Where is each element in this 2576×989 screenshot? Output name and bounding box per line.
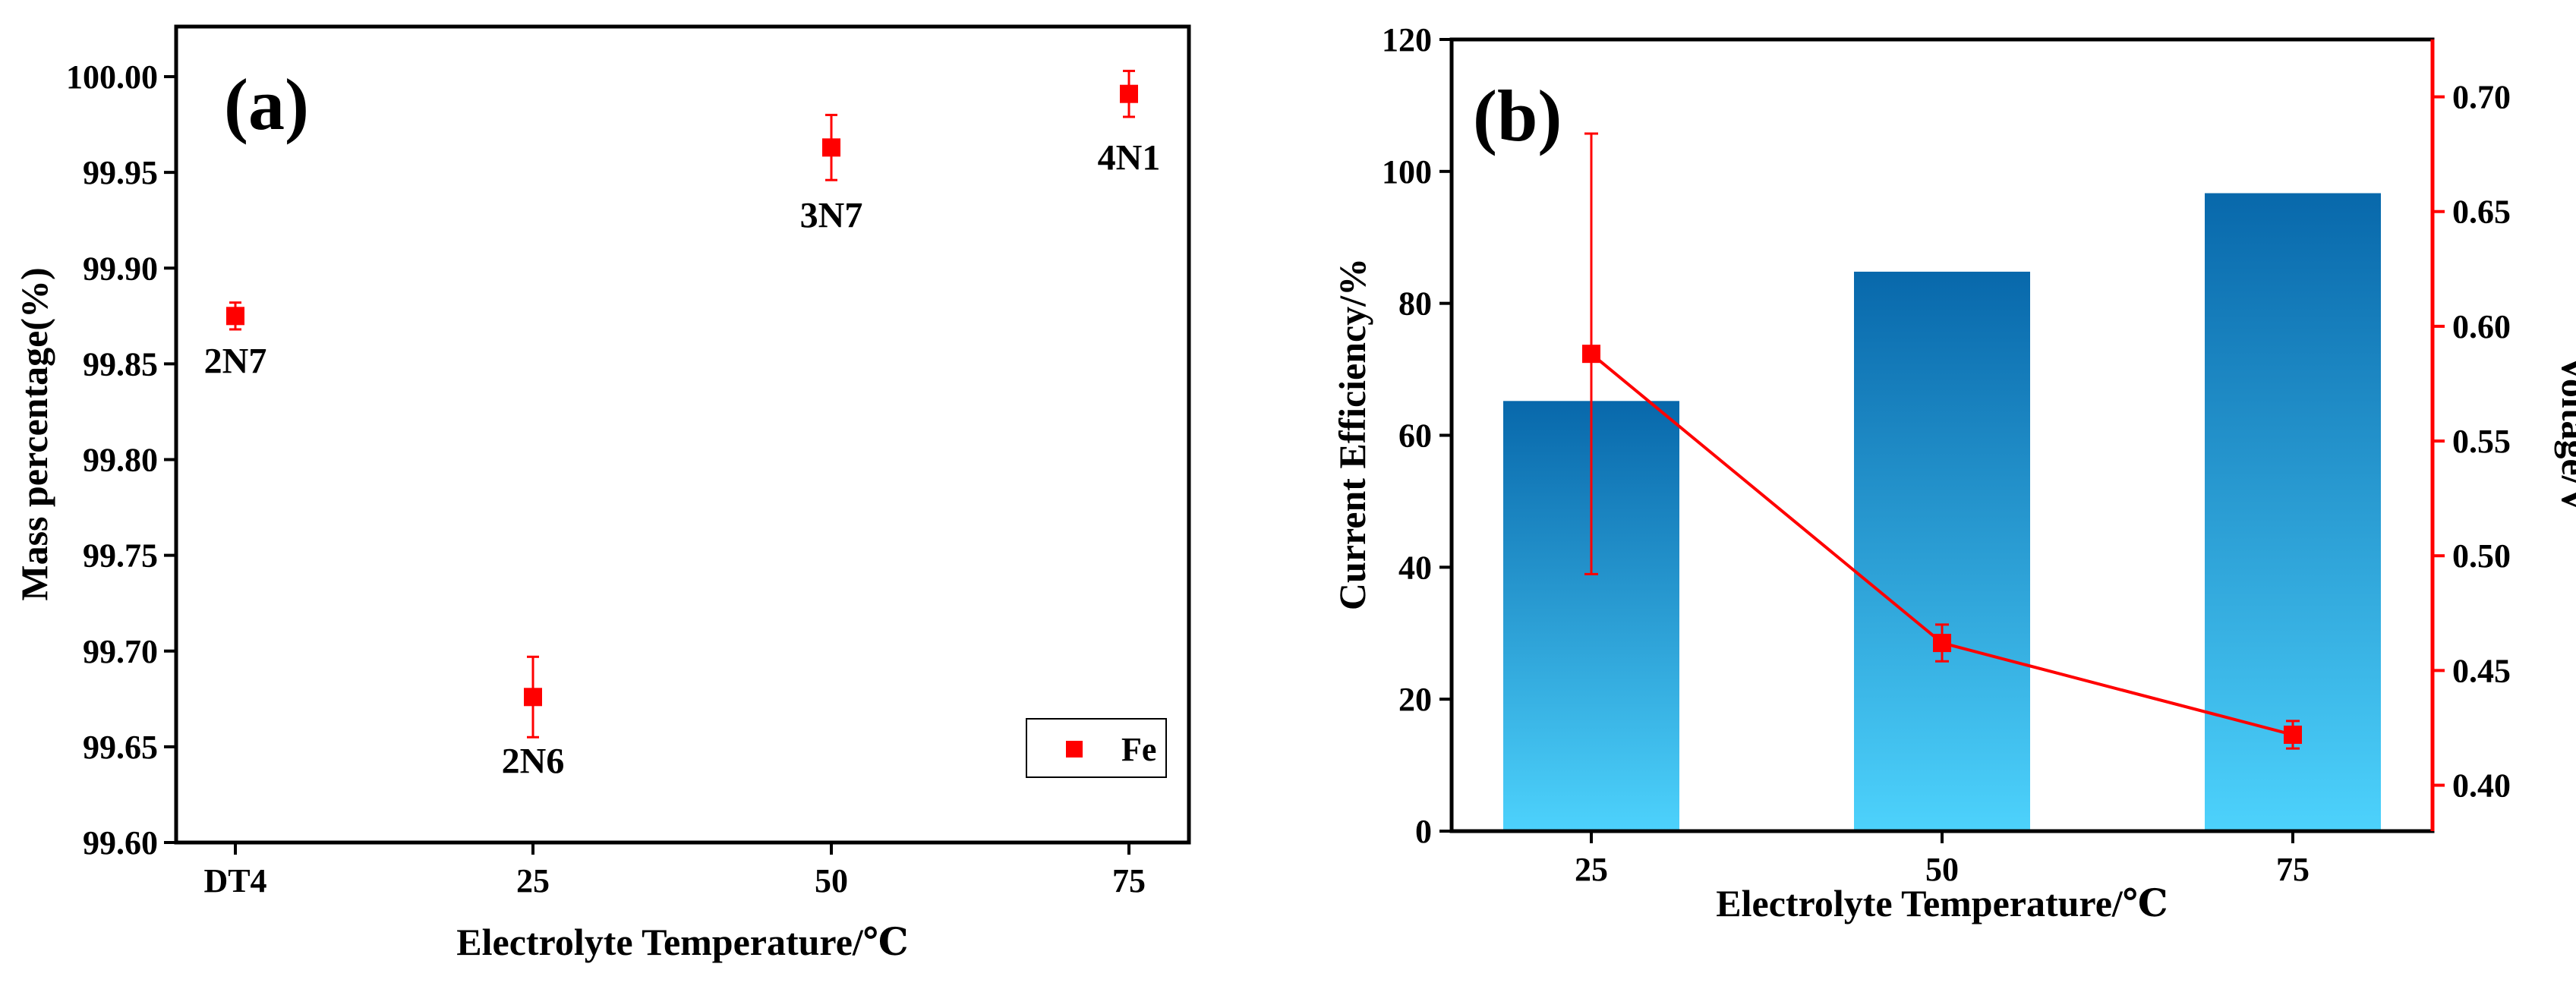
chart-a-y-tick-label: 99.60 xyxy=(83,824,158,861)
chart-a-point-label: 3N7 xyxy=(800,195,863,235)
chart-a-legend-box xyxy=(1026,718,1167,778)
chart-a-y-tick-label: 99.65 xyxy=(83,729,158,766)
chart-a-legend-marker xyxy=(1066,741,1083,757)
chart-b-bars xyxy=(1503,193,2381,831)
chart-a-x-axis-title: Electrolyte Temperature/℃ xyxy=(456,921,908,963)
chart-a-legend-label: Fe xyxy=(1121,731,1156,768)
chart-a-x-tick-label: 25 xyxy=(516,862,550,899)
chart-b-y-tick-label: 20 xyxy=(1398,681,1432,718)
chart-b-voltage-line xyxy=(1582,132,2302,750)
chart-b-x-tick-label: 25 xyxy=(1575,851,1608,888)
chart-b-ticks: 0 20 40 60 80 100 120 0.40 0.45 0.50 0.55 0.60 0.65 0… xyxy=(1382,21,2511,888)
chart-a-y-tick-label: 99.95 xyxy=(83,154,158,191)
chart-b-y2-axis-title: Voltage/V xyxy=(2554,354,2576,513)
chart-b-y-tick-label: 100 xyxy=(1382,153,1432,191)
chart-a-marks: 2N7 2N6 3N7 4N1 xyxy=(204,69,1161,781)
chart-b-y2-tick-label: 0.65 xyxy=(2452,194,2511,231)
chart-b-y-tick-label: 40 xyxy=(1398,549,1432,586)
chart-b-panel-label: (b) xyxy=(1473,75,1562,156)
chart-a-x-tick-label: DT4 xyxy=(203,862,266,899)
chart-a-data-point xyxy=(226,307,244,326)
chart-b-y2-tick-label: 0.50 xyxy=(2452,537,2511,575)
chart-a: 99.60 99.65 99.70 99.75 99.80 99.85 99.90 99.95… xyxy=(13,24,1191,963)
chart-a-y-tick-label: 99.90 xyxy=(83,250,158,287)
chart-a-y-tick-label: 99.75 xyxy=(83,537,158,575)
chart-a-x-tick-label: 50 xyxy=(815,862,848,899)
chart-b-y2-tick-label: 0.40 xyxy=(2452,767,2511,805)
chart-a-point-label: 2N6 xyxy=(502,741,565,781)
chart-b-y2-tick-label: 0.60 xyxy=(2452,308,2511,345)
chart-a-data-point xyxy=(1120,84,1138,103)
chart-b-y-axis-title: Current Efficiency/% xyxy=(1331,258,1373,610)
chart-b-y-tick-label: 80 xyxy=(1398,285,1432,323)
chart-a-x-tick-label: 75 xyxy=(1112,862,1146,899)
chart-a-y-axis-title: Mass percentage(%) xyxy=(13,267,55,600)
chart-b-bar xyxy=(1854,271,2030,831)
chart-a-y-tick-label: 99.70 xyxy=(83,633,158,670)
chart-a-y-tick-label: 100.00 xyxy=(66,58,158,96)
chart-b-x-axis-title: Electrolyte Temperature/℃ xyxy=(1716,882,2168,924)
chart-a-point-label: 2N7 xyxy=(204,341,267,381)
chart-b-x-tick-label: 75 xyxy=(2276,851,2310,888)
chart-b-y-tick-label: 0 xyxy=(1415,813,1432,850)
chart-b-y2-tick-label: 0.45 xyxy=(2452,652,2511,689)
chart-a-ticks: 99.60 99.65 99.70 99.75 99.80 99.85 99.90 99.95… xyxy=(66,58,1146,899)
chart-b-y-tick-label: 60 xyxy=(1398,417,1432,455)
chart-b-voltage-point xyxy=(1933,634,1951,653)
chart-a-point-label: 4N1 xyxy=(1098,138,1161,178)
chart-a-y-tick-label: 99.80 xyxy=(83,442,158,479)
chart-a-panel-label: (a) xyxy=(224,64,309,145)
chart-a-data-point xyxy=(822,138,840,157)
chart-a-y-tick-label: 99.85 xyxy=(83,345,158,383)
chart-b-y2-tick-label: 0.70 xyxy=(2452,79,2511,116)
chart-a-plot-frame xyxy=(174,24,1191,845)
chart-b-y-tick-label: 120 xyxy=(1382,21,1432,58)
chart-b-voltage-point xyxy=(1582,345,1600,364)
chart-b-x-tick-label: 50 xyxy=(1925,851,1959,888)
chart-a-legend: Fe xyxy=(1026,718,1167,778)
chart-b: 0 20 40 60 80 100 120 0.40 0.45 0.50 0.55 0.60 0.65 0… xyxy=(1331,21,2576,924)
chart-b-y2-tick-label: 0.55 xyxy=(2452,423,2511,460)
chart-a-data-point xyxy=(524,688,542,707)
chart-b-voltage-point xyxy=(2284,726,2302,745)
